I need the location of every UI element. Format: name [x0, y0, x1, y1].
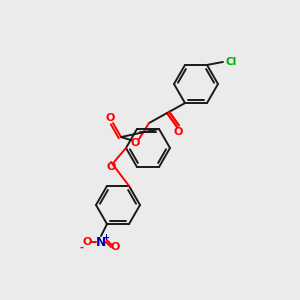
- Text: O: O: [82, 237, 92, 247]
- Text: O: O: [173, 127, 183, 137]
- Text: Cl: Cl: [225, 57, 236, 67]
- Text: O: O: [106, 162, 116, 172]
- Text: O: O: [130, 138, 140, 148]
- Text: -: -: [80, 243, 84, 253]
- Text: O: O: [110, 242, 120, 252]
- Text: +: +: [103, 232, 110, 242]
- Text: O: O: [105, 113, 115, 123]
- Text: N: N: [96, 236, 106, 249]
